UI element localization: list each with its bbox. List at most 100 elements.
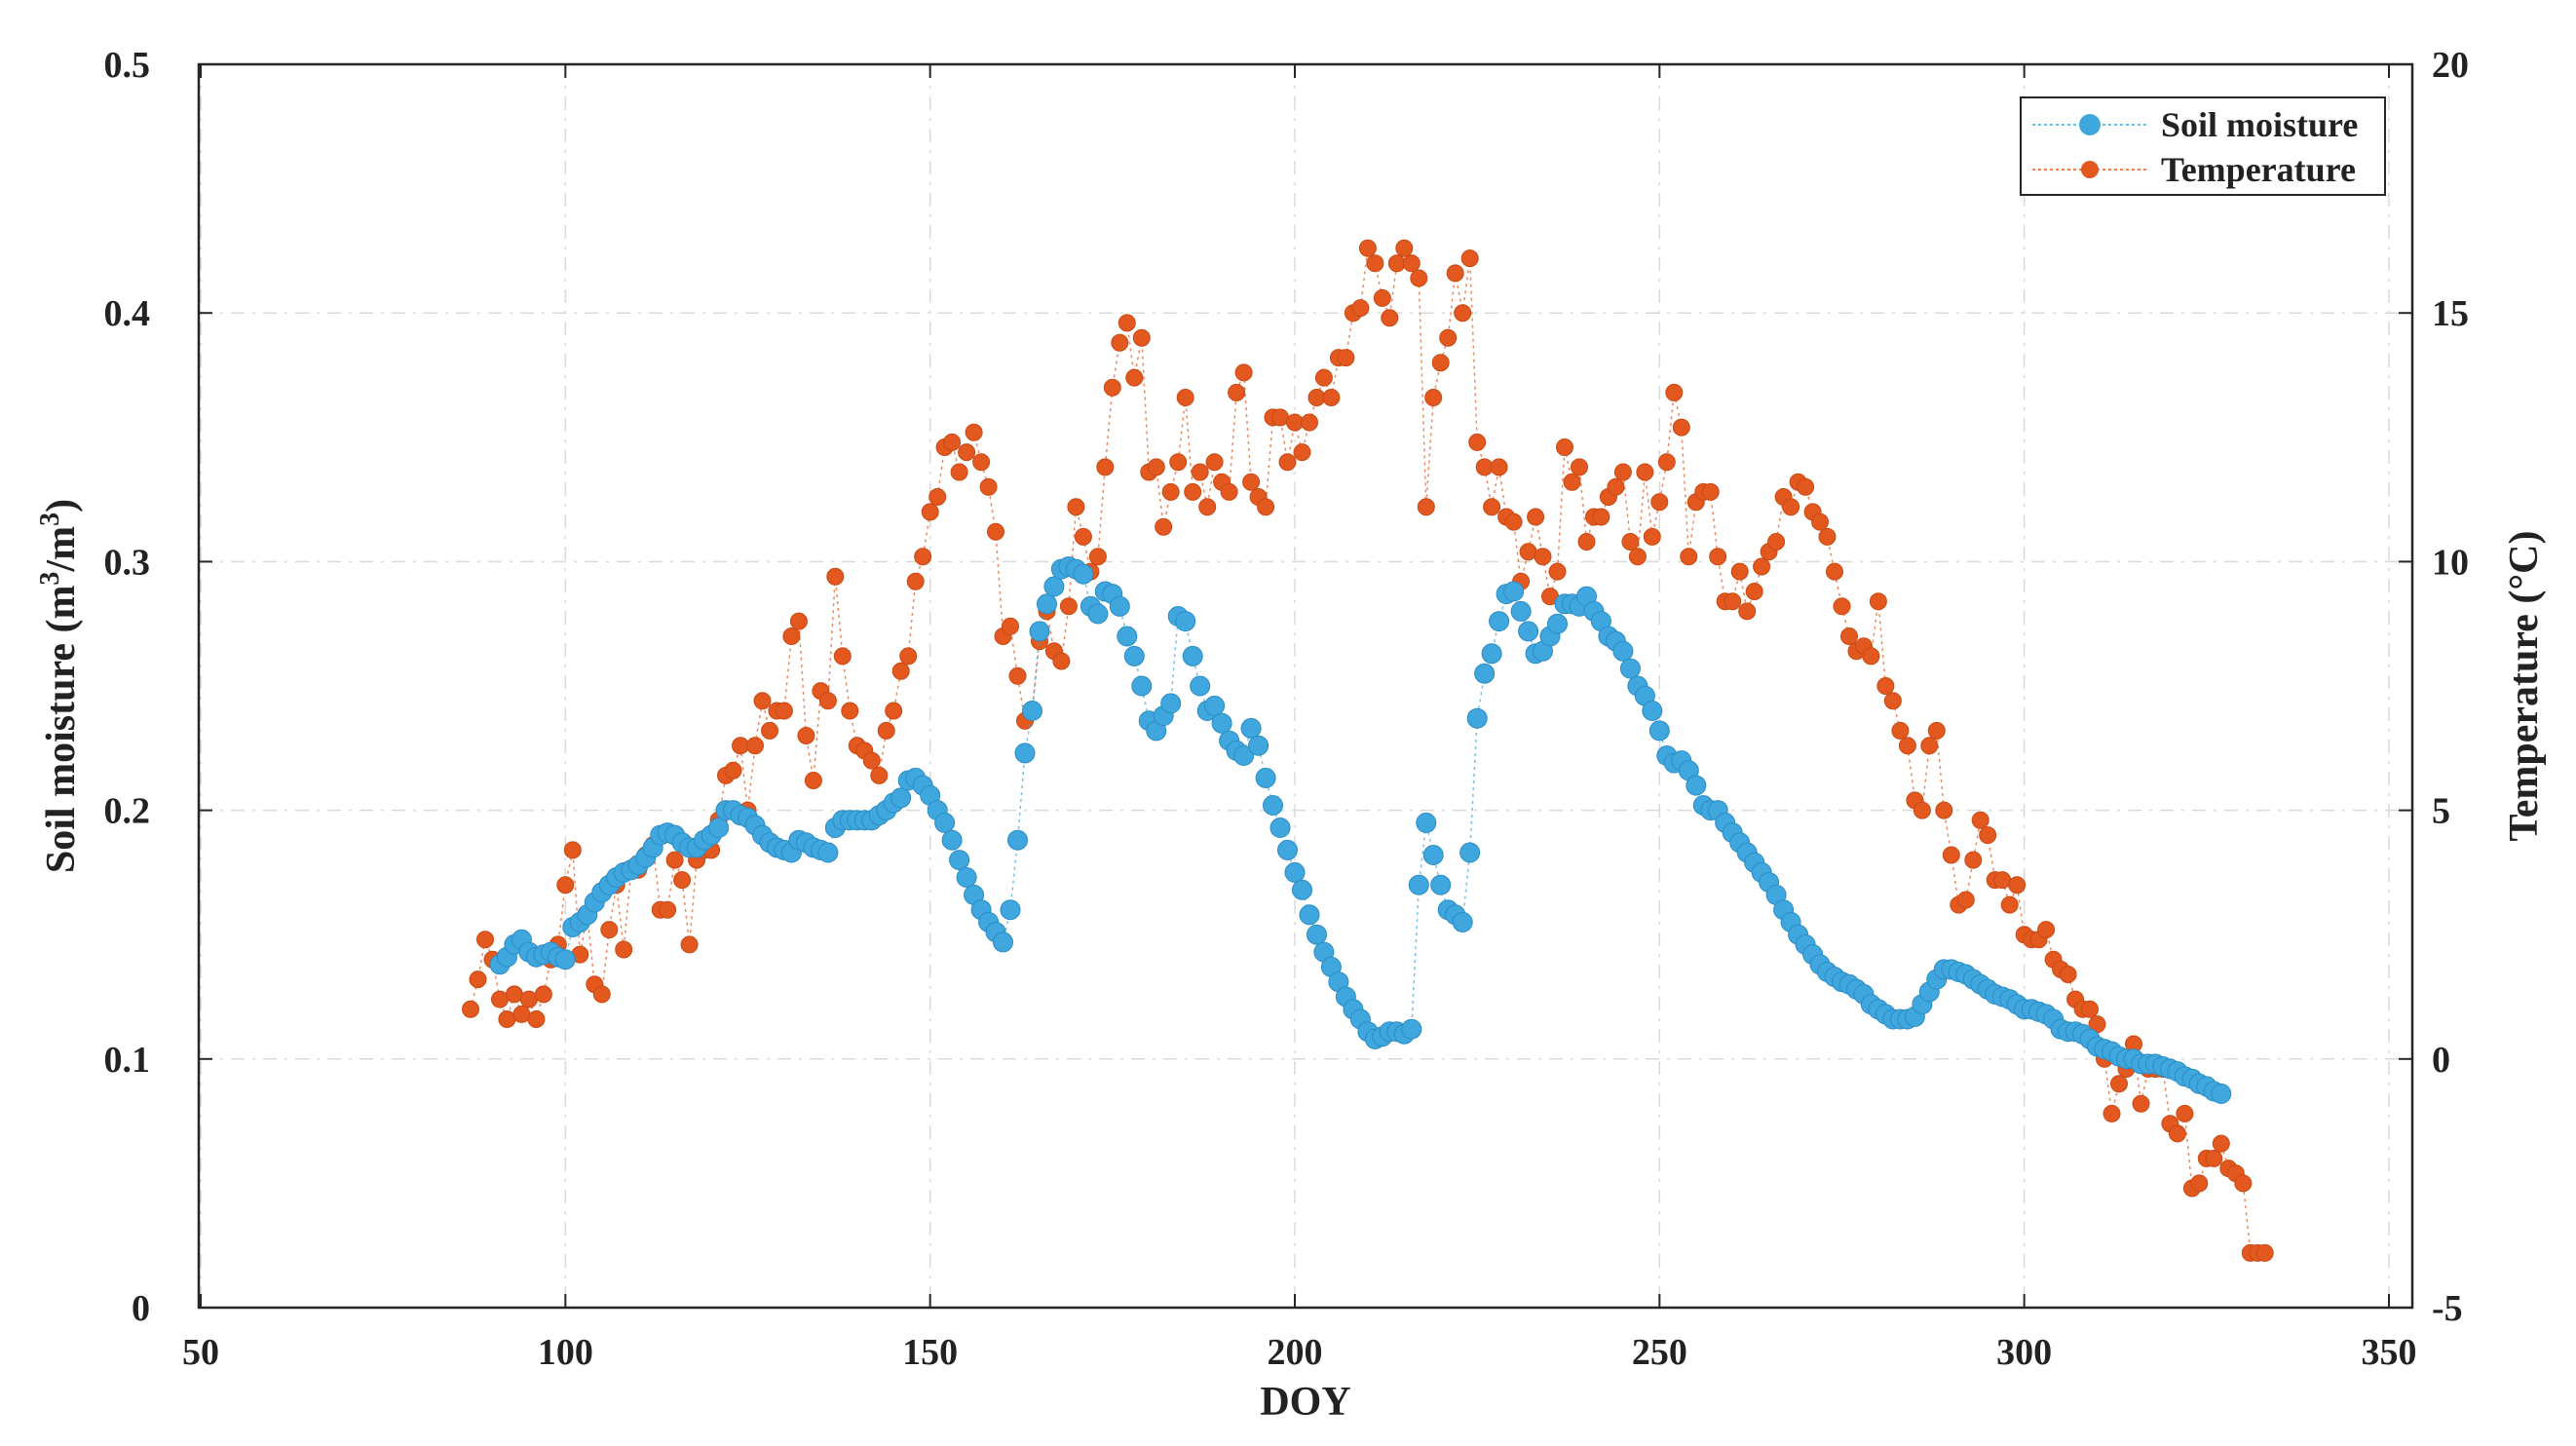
y-right-tick-label: 15 [2432, 293, 2469, 334]
temperature-point [1738, 602, 1757, 621]
soil-moisture-point [1255, 767, 1276, 788]
plot-frame [197, 62, 2414, 1310]
temperature-point [979, 477, 998, 496]
temperature-point [1008, 666, 1027, 685]
soil-moisture-point [1029, 621, 1050, 642]
temperature-point [1052, 652, 1071, 670]
temperature-point [1402, 254, 1421, 273]
temperature-point [906, 572, 925, 590]
soil-moisture-point [1233, 745, 1255, 766]
temperature-point [1074, 527, 1092, 546]
legend-box [2020, 96, 2386, 196]
temperature-point [1366, 254, 1384, 273]
temperature-point [1942, 846, 1960, 864]
temperature-point [1176, 389, 1194, 406]
y-left-tick-label: 0.1 [104, 1040, 151, 1081]
temperature-point [680, 935, 699, 954]
temperature-point [1483, 498, 1501, 516]
temperature-point [797, 727, 815, 744]
temperature-point [1862, 647, 1880, 666]
temperature-point [1293, 443, 1311, 462]
temperature-point [534, 985, 552, 1004]
soil-moisture-point [1000, 899, 1021, 921]
axis-ticks: 50 100 150 200 250 300 350 0 0.1 0.2 0.3 0.4 0.5 -5 0 5… [104, 45, 2470, 1373]
temperature-point [1556, 438, 1573, 456]
temperature-point [1278, 453, 1297, 472]
temperature-point [1891, 721, 1910, 740]
temperature-point [1059, 597, 1078, 616]
x-tick-label: 300 [1996, 1332, 2052, 1373]
soil-moisture-point [1307, 924, 1327, 945]
temperature-point [2190, 1174, 2209, 1193]
temperature-point [914, 548, 932, 566]
temperature-point [600, 921, 619, 939]
temperature-point [965, 423, 983, 441]
temperature-point [1454, 304, 1472, 323]
temperature-point [950, 463, 968, 481]
temperature-point [877, 721, 895, 740]
soil-moisture-point [1211, 712, 1232, 734]
temperature-point [1876, 677, 1895, 695]
temperature-point [519, 990, 538, 1008]
soil-moisture-point [1117, 626, 1138, 647]
temperature-point [1935, 801, 1953, 819]
temperature-point [527, 1010, 546, 1028]
soil-moisture-point [1612, 640, 1634, 662]
temperature-point [1490, 458, 1508, 476]
temperature-point [1439, 328, 1458, 347]
soil-moisture-point [956, 867, 977, 888]
temperature-point [615, 940, 633, 959]
temperature-point [1417, 498, 1435, 516]
temperature-point [2176, 1104, 2194, 1123]
soil-moisture-point [1422, 845, 1444, 865]
y-right-tick-label: 10 [2432, 542, 2469, 583]
temperature-point [753, 692, 772, 710]
soil-moisture-point [1182, 645, 1203, 666]
soil-moisture-point [1037, 593, 1057, 615]
temperature-point [476, 931, 494, 949]
soil-moisture-point [1401, 1018, 1422, 1040]
temperature-point [469, 970, 487, 989]
y-left-tick-label: 0.4 [104, 293, 151, 334]
temperature-point [1811, 513, 1829, 531]
temperature-point [1504, 513, 1523, 531]
temperature-point [1571, 458, 1588, 476]
temperature-point [1993, 871, 2012, 890]
temperature-point [1883, 692, 1902, 710]
temperature-point [1118, 314, 1136, 332]
temperature-point [1840, 628, 1858, 645]
temperature-point [1577, 533, 1596, 551]
soil-moisture-point [1642, 701, 1663, 721]
x-tick-label: 350 [2362, 1332, 2417, 1373]
soil-moisture-point [1175, 611, 1196, 632]
temperature-point [498, 1010, 516, 1028]
soil-moisture-point [1087, 603, 1109, 625]
temperature-point [1242, 473, 1261, 491]
temperature-point [862, 751, 881, 770]
right-axis-title: Temperature (°C) [2502, 531, 2547, 842]
temperature-point [1920, 737, 1939, 755]
temperature-point [1468, 433, 1487, 451]
temperature-point [885, 702, 903, 720]
temperature-point [2212, 1134, 2230, 1153]
temperature-point [1782, 498, 1800, 516]
temperature-point [1373, 288, 1391, 307]
legend-label-soil-moisture: Soil moisture [2161, 105, 2358, 144]
soil-moisture-point [1481, 643, 1502, 665]
temperature-point [1628, 548, 1647, 566]
temperature-point [1257, 498, 1275, 516]
y-right-tick-label: 5 [2432, 791, 2450, 832]
temperature-point [841, 702, 859, 720]
grid-lines [199, 63, 2412, 1309]
temperature-point [1913, 801, 1931, 819]
soil-moisture-point [993, 932, 1013, 953]
soil-moisture-point [1007, 829, 1028, 851]
temperature-point [1971, 811, 1989, 829]
soil-moisture-point [1022, 701, 1042, 721]
x-tick-label: 200 [1268, 1332, 1323, 1373]
temperature-point [732, 737, 749, 755]
temperature-point [1534, 548, 1552, 566]
soil-moisture-point [1503, 581, 1525, 602]
legend-marker-soil-moisture [2079, 114, 2101, 135]
temperature-point [1301, 413, 1318, 432]
